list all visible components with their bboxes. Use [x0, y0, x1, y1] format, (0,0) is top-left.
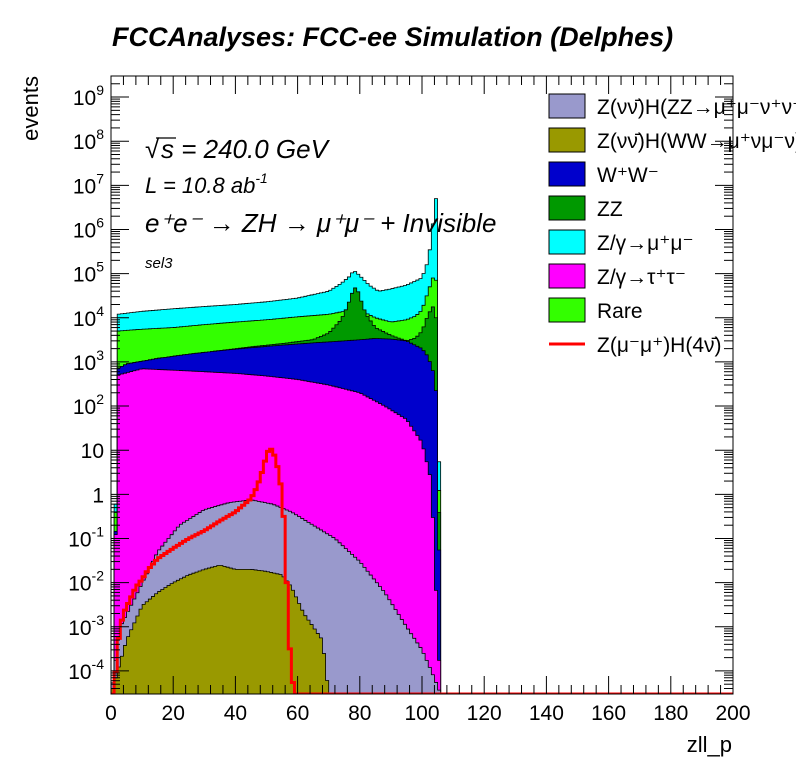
y-tick-exponent: 9 [96, 82, 104, 98]
y-tick-exponent: 8 [96, 126, 104, 142]
y-tick-label: 108 [73, 126, 104, 154]
y-tick-exponent: 4 [96, 303, 104, 319]
y-tick-exponent: 5 [96, 259, 104, 275]
y-tick-label: 107 [73, 170, 104, 198]
legend: Z(νν̄)H(ZZ→μ⁺μ⁻ν⁺ν⁻) Z(νν̄)H(WW→μ⁺νμ⁻ν) W⁺… [548, 93, 796, 357]
x-tick-label: 180 [653, 702, 688, 725]
x-tick-label: 160 [591, 702, 626, 725]
y-tick-label: 102 [73, 391, 104, 419]
signal-line-layer [111, 447, 733, 694]
y-tick-label: 104 [73, 303, 104, 331]
y-tick-exponent: -4 [92, 656, 105, 672]
sqrt-symbol: √ [145, 134, 160, 164]
y-tick-base: 10 [73, 264, 96, 287]
x-tick-label: 60 [286, 702, 309, 725]
y-tick-label: 10-3 [68, 612, 104, 640]
y-tick-base: 10 [68, 661, 91, 684]
legend-entry-3: ZZ [597, 198, 623, 221]
legend-swatch-1 [548, 127, 586, 153]
x-tick-label: 20 [162, 702, 185, 725]
y-tick-base: 10 [73, 131, 96, 154]
plot-area [111, 198, 733, 694]
x-tick-label: 140 [529, 702, 564, 725]
legend-swatch-5 [548, 263, 586, 289]
y-tick-exponent: -2 [92, 568, 105, 584]
legend-swatch-2 [548, 161, 586, 187]
y-tick-exponent: 2 [96, 391, 104, 407]
y-tick-base: 10 [73, 219, 96, 242]
x-tick-label: 0 [105, 702, 117, 725]
y-tick-label: 1 [92, 484, 104, 507]
legend-swatch-0 [548, 93, 586, 119]
y-tick-label: 106 [73, 214, 104, 242]
lumi-label: L = 10.8 ab-1 [145, 170, 268, 198]
legend-entry-1: Z(νν̄)H(WW→μ⁺νμ⁻ν) [597, 130, 796, 153]
y-tick-label: 10-2 [68, 568, 104, 596]
y-tick-exponent: -3 [92, 612, 105, 628]
process-label: e⁺e⁻ → ZH → μ⁺μ⁻ + Invisible [145, 208, 496, 238]
legend-entry-7: Z(μ⁻μ⁺)H(4ν̄) [597, 334, 722, 357]
lumi-exponent: -1 [255, 170, 267, 186]
legend-entry-6: Rare [597, 300, 643, 323]
legend-entry-5: Z/γ→τ⁺τ⁻ [597, 266, 686, 289]
lumi-text: L = 10.8 ab [145, 173, 255, 198]
energy-label: s = 240.0 GeV [161, 134, 331, 164]
y-tick-base: 10 [73, 87, 96, 110]
y-tick-exponent: -1 [92, 523, 105, 539]
x-tick-label: 100 [404, 702, 439, 725]
y-axis: 10-410-310-210-1110102103104105106107108… [68, 75, 733, 695]
y-tick-base: 10 [73, 352, 96, 375]
y-tick-base: 10 [73, 175, 96, 198]
y-tick-exponent: 3 [96, 347, 104, 363]
annotations: √ s = 240.0 GeV L = 10.8 ab-1 e⁺e⁻ → ZH … [145, 134, 496, 272]
series-line-7 [111, 447, 733, 694]
x-axis-title: zll_p [687, 732, 732, 757]
chart-title: FCCAnalyses: FCC-ee Simulation (Delphes) [112, 22, 673, 52]
legend-entry-4: Z/γ→μ⁺μ⁻ [597, 232, 694, 255]
y-tick-label: 10-4 [68, 656, 104, 684]
series-area-1 [111, 565, 733, 694]
y-tick-base: 10 [68, 573, 91, 596]
y-tick-label: 103 [73, 347, 104, 375]
y-axis-title: events [18, 76, 43, 141]
y-tick-base: 10 [68, 528, 91, 551]
y-tick-exponent: 7 [96, 170, 104, 186]
legend-swatch-3 [548, 195, 586, 221]
x-tick-label: 40 [224, 702, 247, 725]
legend-entry-2: W⁺W⁻ [597, 164, 659, 187]
legend-entry-0: Z(νν̄)H(ZZ→μ⁺μ⁻ν⁺ν⁻) [597, 96, 796, 119]
y-tick-label: 10 [81, 440, 104, 463]
legend-swatch-6 [548, 297, 586, 323]
y-tick-base: 10 [73, 396, 96, 419]
y-tick-exponent: 6 [96, 214, 104, 230]
y-tick-base: 10 [68, 617, 91, 640]
y-tick-label: 105 [73, 259, 104, 287]
legend-swatch-4 [548, 229, 586, 255]
y-tick-base: 10 [73, 308, 96, 331]
y-tick-label: 109 [73, 82, 104, 110]
selection-label: sel3 [145, 255, 173, 272]
x-tick-label: 120 [467, 702, 502, 725]
x-axis: 0 20 40 60 80 100 120 140 160 180 200 [105, 76, 751, 725]
y-tick-label: 10-1 [68, 523, 104, 551]
x-tick-label: 80 [348, 702, 371, 725]
x-tick-label: 200 [715, 702, 750, 725]
